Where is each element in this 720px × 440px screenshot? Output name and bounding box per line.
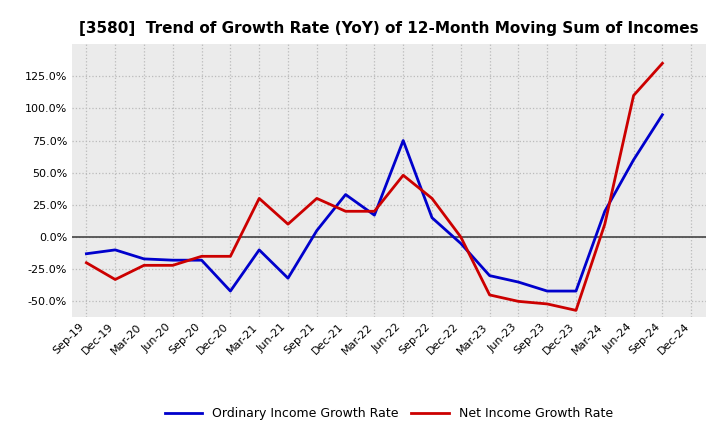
Ordinary Income Growth Rate (456, 241, 465, 246)
Net Income Growth Rate (485, 292, 494, 297)
Ordinary Income Growth Rate (255, 247, 264, 253)
Net Income Growth Rate (428, 196, 436, 201)
Net Income Growth Rate (284, 221, 292, 227)
Ordinary Income Growth Rate (140, 256, 148, 261)
Net Income Growth Rate (255, 196, 264, 201)
Net Income Growth Rate (226, 254, 235, 259)
Legend: Ordinary Income Growth Rate, Net Income Growth Rate: Ordinary Income Growth Rate, Net Income … (160, 402, 618, 425)
Ordinary Income Growth Rate (312, 228, 321, 233)
Line: Net Income Growth Rate: Net Income Growth Rate (86, 63, 662, 310)
Line: Ordinary Income Growth Rate: Ordinary Income Growth Rate (86, 115, 662, 291)
Net Income Growth Rate (658, 61, 667, 66)
Net Income Growth Rate (514, 299, 523, 304)
Ordinary Income Growth Rate (485, 273, 494, 278)
Ordinary Income Growth Rate (168, 257, 177, 263)
Net Income Growth Rate (312, 196, 321, 201)
Net Income Growth Rate (370, 209, 379, 214)
Ordinary Income Growth Rate (629, 157, 638, 162)
Net Income Growth Rate (629, 93, 638, 98)
Net Income Growth Rate (543, 301, 552, 307)
Ordinary Income Growth Rate (82, 251, 91, 257)
Ordinary Income Growth Rate (399, 138, 408, 143)
Net Income Growth Rate (399, 172, 408, 178)
Title: [3580]  Trend of Growth Rate (YoY) of 12-Month Moving Sum of Incomes: [3580] Trend of Growth Rate (YoY) of 12-… (79, 21, 698, 36)
Ordinary Income Growth Rate (341, 192, 350, 197)
Net Income Growth Rate (168, 263, 177, 268)
Ordinary Income Growth Rate (284, 275, 292, 281)
Ordinary Income Growth Rate (428, 215, 436, 220)
Net Income Growth Rate (197, 254, 206, 259)
Net Income Growth Rate (572, 308, 580, 313)
Net Income Growth Rate (341, 209, 350, 214)
Ordinary Income Growth Rate (543, 289, 552, 294)
Net Income Growth Rate (140, 263, 148, 268)
Net Income Growth Rate (600, 221, 609, 227)
Ordinary Income Growth Rate (600, 209, 609, 214)
Ordinary Income Growth Rate (514, 279, 523, 285)
Ordinary Income Growth Rate (370, 213, 379, 218)
Ordinary Income Growth Rate (226, 289, 235, 294)
Ordinary Income Growth Rate (658, 112, 667, 117)
Net Income Growth Rate (82, 260, 91, 265)
Ordinary Income Growth Rate (197, 257, 206, 263)
Ordinary Income Growth Rate (111, 247, 120, 253)
Net Income Growth Rate (111, 277, 120, 282)
Net Income Growth Rate (456, 235, 465, 240)
Ordinary Income Growth Rate (572, 289, 580, 294)
